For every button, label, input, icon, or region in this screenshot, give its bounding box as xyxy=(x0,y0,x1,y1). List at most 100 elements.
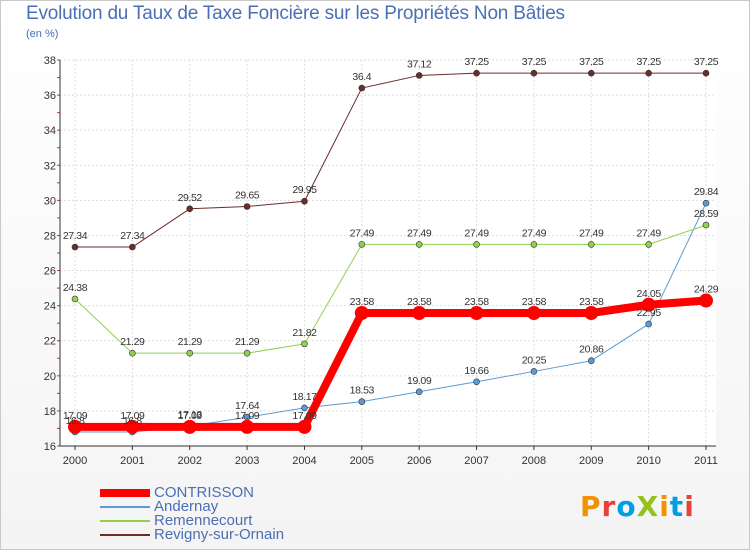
data-label: 27.34 xyxy=(63,230,88,242)
series-line-remennecourt xyxy=(74,224,707,354)
data-label: 21.29 xyxy=(120,336,145,348)
data-label: 37.25 xyxy=(694,56,719,68)
data-label: 17.09 xyxy=(178,410,203,422)
data-point xyxy=(301,197,308,205)
data-point xyxy=(473,378,480,386)
data-point xyxy=(182,419,197,434)
data-label: 27.49 xyxy=(464,227,489,239)
x-tick-label: 2011 xyxy=(694,455,718,467)
data-point xyxy=(473,241,480,248)
y-tick-label: 28 xyxy=(44,230,56,242)
y-tick-label: 20 xyxy=(44,371,56,383)
legend-label: Remennecourt xyxy=(154,512,253,529)
legend-swatch xyxy=(100,506,150,508)
data-label: 21.82 xyxy=(292,327,317,339)
data-point xyxy=(354,306,369,321)
y-tick-label: 18 xyxy=(44,406,56,418)
data-point xyxy=(186,349,194,357)
data-point xyxy=(358,84,366,92)
legend-label: CONTRISSON xyxy=(154,484,255,501)
data-point xyxy=(125,419,140,434)
data-point xyxy=(702,69,710,77)
data-point xyxy=(415,388,423,396)
data-point xyxy=(702,221,710,229)
legend-swatch xyxy=(100,489,150,497)
data-point xyxy=(240,419,255,434)
data-label: 18.53 xyxy=(350,385,375,397)
legend-item: Remennecourt xyxy=(100,512,284,529)
data-label: 23.58 xyxy=(522,296,547,308)
data-label: 17.09 xyxy=(63,410,88,422)
logo-letter: t xyxy=(669,490,685,523)
x-tick-label: 2001 xyxy=(120,455,144,467)
y-tick-label: 36 xyxy=(44,90,56,102)
data-label: 17.64 xyxy=(235,400,260,412)
data-label: 29.65 xyxy=(235,190,260,202)
y-tick-label: 22 xyxy=(44,336,56,348)
data-point xyxy=(415,241,423,248)
data-point xyxy=(469,306,484,321)
data-label: 27.49 xyxy=(522,227,547,239)
data-point xyxy=(530,241,538,248)
data-label: 21.29 xyxy=(178,336,203,348)
logo-letter: i xyxy=(684,490,695,523)
data-label: 17.09 xyxy=(235,410,260,422)
data-label: 37.25 xyxy=(464,56,489,68)
data-point xyxy=(68,419,82,434)
data-point xyxy=(530,368,538,375)
series-line-revigny-sur-ornain xyxy=(75,72,706,248)
data-label: 37.25 xyxy=(636,56,661,68)
data-label: 37.25 xyxy=(522,56,547,68)
legend-label: Revigny-sur-Ornain xyxy=(154,526,285,543)
data-label: 20.25 xyxy=(522,354,547,366)
logo-letter: o xyxy=(616,490,637,523)
y-tick-label: 26 xyxy=(44,266,56,278)
data-label: 17.09 xyxy=(120,410,145,422)
data-label: 21.29 xyxy=(235,336,260,348)
y-tick-label: 38 xyxy=(44,55,56,67)
x-tick-label: 2009 xyxy=(579,455,603,467)
data-label: 17.09 xyxy=(292,410,317,422)
data-label-layer: 17.09 17.09 17.09 17.09 17.09 23.58 23.58 23.58… xyxy=(63,56,719,427)
y-tick-label: 30 xyxy=(44,195,56,207)
series-layer xyxy=(68,69,713,436)
data-point xyxy=(415,72,423,79)
data-label: 27.49 xyxy=(350,227,375,239)
data-label: 17.13 xyxy=(178,409,203,421)
data-label: 37.12 xyxy=(407,58,432,70)
data-label: 24.05 xyxy=(636,288,661,300)
data-point xyxy=(473,69,480,77)
data-point xyxy=(584,306,599,321)
data-label: 20.86 xyxy=(579,344,604,356)
data-label: 23.58 xyxy=(350,296,375,308)
x-tick-label: 2007 xyxy=(464,455,488,467)
y-tick-label: 32 xyxy=(44,160,56,172)
data-label: 37.25 xyxy=(579,56,604,68)
data-point xyxy=(358,241,366,248)
data-point xyxy=(699,293,713,308)
data-label: 19.09 xyxy=(407,375,432,387)
y-tick-label: 24 xyxy=(44,301,56,313)
data-label: 16.8 xyxy=(66,415,85,427)
data-point xyxy=(645,320,652,328)
plot-area xyxy=(60,60,716,446)
x-tick-label: 2003 xyxy=(235,455,259,467)
series-line-contrisson xyxy=(75,296,707,431)
y-unit-label: (en %) xyxy=(26,28,59,40)
chart-title: Evolution du Taux de Taxe Foncière sur l… xyxy=(26,3,565,24)
legend-label: Andernay xyxy=(154,498,219,515)
legend-swatch xyxy=(100,520,150,522)
data-point xyxy=(71,295,79,303)
x-tick-label: 2005 xyxy=(350,455,374,467)
data-label: 27.49 xyxy=(636,227,661,239)
data-point xyxy=(645,69,652,77)
data-point xyxy=(301,404,308,412)
data-label: 22.95 xyxy=(636,307,661,319)
data-point xyxy=(645,241,652,248)
data-point xyxy=(587,357,595,365)
data-label: 23.58 xyxy=(464,296,489,308)
data-point xyxy=(129,349,136,357)
data-point xyxy=(587,69,595,77)
x-tick-label: 2002 xyxy=(177,455,201,467)
data-label: 29.84 xyxy=(694,186,719,198)
